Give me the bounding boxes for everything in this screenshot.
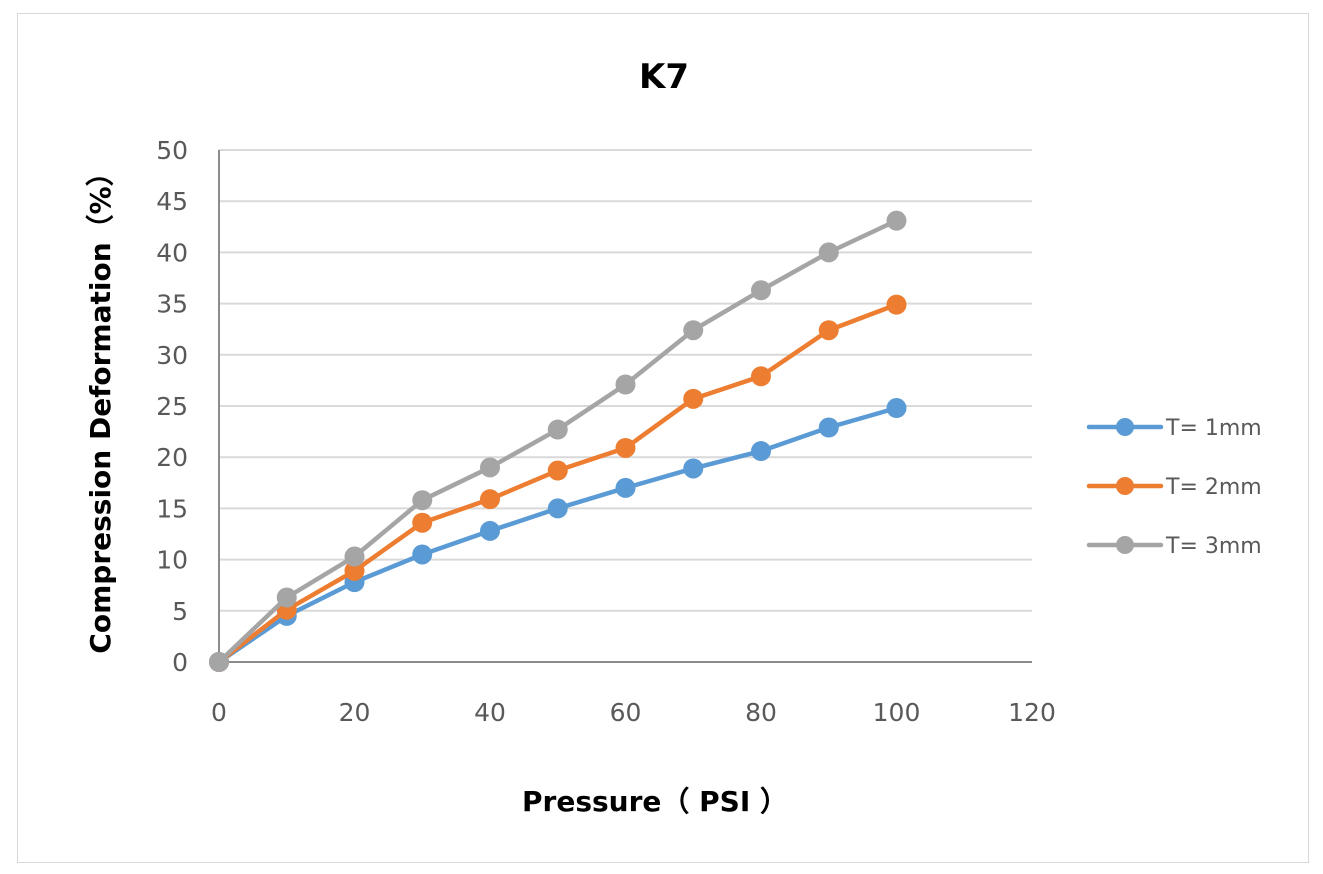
x-tick-label: 80 — [745, 698, 777, 727]
x-tick-label: 0 — [211, 698, 227, 727]
legend-item: T= 3mm — [1086, 534, 1262, 559]
data-point — [276, 587, 297, 608]
legend-marker — [1116, 477, 1134, 495]
legend: T= 1mm T= 2mm T= 3mm — [1086, 416, 1262, 559]
x-tick-labels: 0 20 40 60 80 100 120 — [211, 698, 1056, 727]
y-tick-label: 10 — [156, 546, 188, 575]
x-tick-label: 120 — [1008, 698, 1056, 727]
data-point — [615, 477, 636, 498]
chart-area — [17, 13, 1309, 863]
legend-item: T= 2mm — [1086, 475, 1262, 500]
y-tick-label: 15 — [156, 494, 188, 523]
data-point — [412, 490, 433, 511]
data-point — [683, 320, 704, 341]
data-point — [480, 520, 500, 541]
data-point — [751, 366, 771, 387]
data-point — [886, 398, 907, 419]
y-tick-label: 30 — [156, 341, 188, 370]
y-axis-title: Compression Deformation（%） — [84, 158, 117, 653]
x-tick-label: 20 — [339, 698, 371, 727]
data-point — [683, 458, 704, 479]
data-point — [818, 417, 839, 438]
axes — [218, 150, 1032, 663]
data-point — [751, 280, 771, 301]
y-tick-label: 5 — [172, 597, 188, 626]
x-tick-label: 60 — [610, 698, 642, 727]
data-point — [818, 242, 839, 263]
legend-item: T= 1mm — [1086, 416, 1262, 441]
data-point — [886, 294, 907, 315]
data-point — [480, 489, 500, 510]
y-tick-label: 50 — [156, 136, 188, 165]
data-point — [683, 388, 704, 409]
y-tick-label: 20 — [156, 443, 188, 472]
data-point — [547, 498, 568, 519]
data-point — [547, 460, 568, 481]
x-axis-title: Pressure（ PSI ） — [522, 785, 788, 818]
y-tick-label: 45 — [156, 187, 188, 216]
data-point — [480, 457, 500, 478]
y-tick-label: 35 — [156, 290, 188, 319]
legend-label: T= 3mm — [1165, 534, 1262, 559]
data-point — [751, 441, 771, 462]
data-point — [344, 560, 365, 581]
y-tick-label: 25 — [156, 392, 188, 421]
series-line — [217, 405, 898, 664]
data-point — [209, 652, 229, 672]
x-tick-label: 100 — [873, 698, 921, 727]
series-2 — [209, 294, 907, 672]
series-3 — [209, 210, 907, 672]
y-tick-labels: 0 5 10 15 20 25 30 35 40 45 50 — [156, 136, 188, 677]
legend-marker — [1116, 418, 1134, 436]
y-tick-label: 0 — [172, 648, 188, 677]
legend-label: T= 1mm — [1165, 416, 1262, 441]
legend-marker — [1116, 536, 1134, 554]
data-point — [547, 419, 568, 440]
data-point — [886, 210, 907, 231]
data-point — [412, 512, 433, 533]
data-point — [818, 320, 839, 341]
data-point — [412, 544, 433, 565]
y-tick-label: 40 — [156, 238, 188, 267]
data-point — [615, 374, 636, 395]
chart-title: K7 — [639, 57, 689, 97]
data-point — [344, 546, 365, 567]
x-tick-label: 40 — [474, 698, 506, 727]
legend-label: T= 2mm — [1165, 475, 1262, 500]
data-point — [615, 437, 636, 458]
series-line — [217, 302, 898, 664]
series-group — [209, 210, 907, 672]
